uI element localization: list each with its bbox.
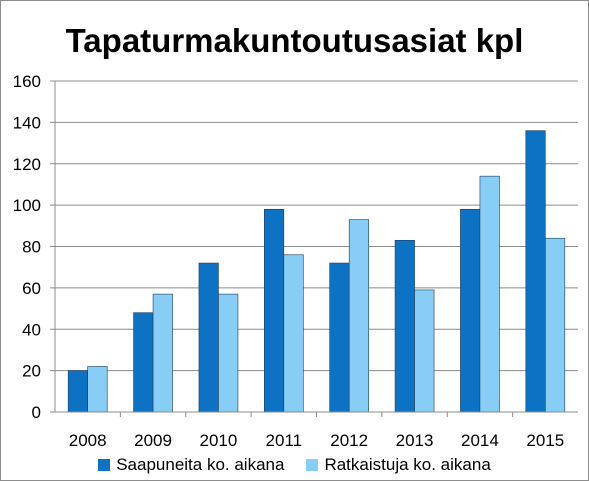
x-tick-label: 2010 (200, 431, 238, 450)
x-tick-label: 2008 (69, 431, 107, 450)
chart-title: Tapaturmakuntoutusasiat kpl (65, 22, 524, 59)
x-tick-label: 2011 (266, 431, 303, 450)
x-tick-label: 2013 (396, 431, 434, 450)
bar-saapuneita-2015 (525, 130, 546, 413)
legend-label-ratkaistuja: Ratkaistuja ko. aikana (324, 455, 491, 474)
bar-ratkaistuja-2009 (152, 293, 173, 413)
y-tick-label: 20 (22, 362, 41, 381)
bars (67, 130, 566, 413)
bar-ratkaistuja-2012 (348, 219, 369, 413)
x-tick-label: 2012 (330, 431, 368, 450)
y-tick-label: 80 (22, 238, 41, 257)
bar-ratkaistuja-2010 (218, 293, 239, 413)
bar-saapuneita-2012 (329, 262, 350, 413)
bar-saapuneita-2010 (198, 262, 219, 413)
x-tick-labels: 2008 2009 2010 2011 2012 2013 2014 2015 (69, 431, 564, 450)
bar-saapuneita-2008 (67, 370, 88, 413)
legend-item-saapuneita: Saapuneita ko. aikana (98, 455, 284, 475)
bar-ratkaistuja-2014 (479, 175, 500, 413)
y-tick-label: 160 (13, 72, 41, 91)
bar-saapuneita-2013 (394, 239, 415, 413)
y-tick-labels: 0 20 40 60 80 100 120 140 160 (13, 72, 41, 422)
legend: Saapuneita ko. aikana Ratkaistuja ko. ai… (0, 455, 589, 475)
x-tick-label: 2009 (134, 431, 172, 450)
axes (54, 81, 578, 413)
legend-swatch-saapuneita (98, 459, 111, 471)
y-tick-label: 0 (32, 403, 41, 422)
y-tick-label: 60 (22, 279, 41, 298)
bar-saapuneita-2011 (264, 208, 285, 413)
bar-ratkaistuja-2015 (545, 237, 566, 413)
y-tick-label: 120 (13, 155, 41, 174)
y-tick-label: 100 (13, 196, 41, 215)
y-tick-label: 40 (22, 320, 41, 339)
bar-ratkaistuja-2013 (414, 289, 435, 413)
bar-saapuneita-2009 (133, 312, 154, 413)
x-tick-label: 2014 (461, 431, 499, 450)
bar-ratkaistuja-2008 (87, 366, 108, 413)
y-tick-label: 140 (13, 113, 41, 132)
bar-saapuneita-2014 (460, 208, 481, 413)
legend-label-saapuneita: Saapuneita ko. aikana (116, 455, 285, 474)
legend-item-ratkaistuja: Ratkaistuja ko. aikana (306, 455, 491, 475)
x-tick-label: 2015 (526, 431, 564, 450)
bar-ratkaistuja-2011 (283, 254, 304, 413)
legend-swatch-ratkaistuja (306, 459, 319, 471)
